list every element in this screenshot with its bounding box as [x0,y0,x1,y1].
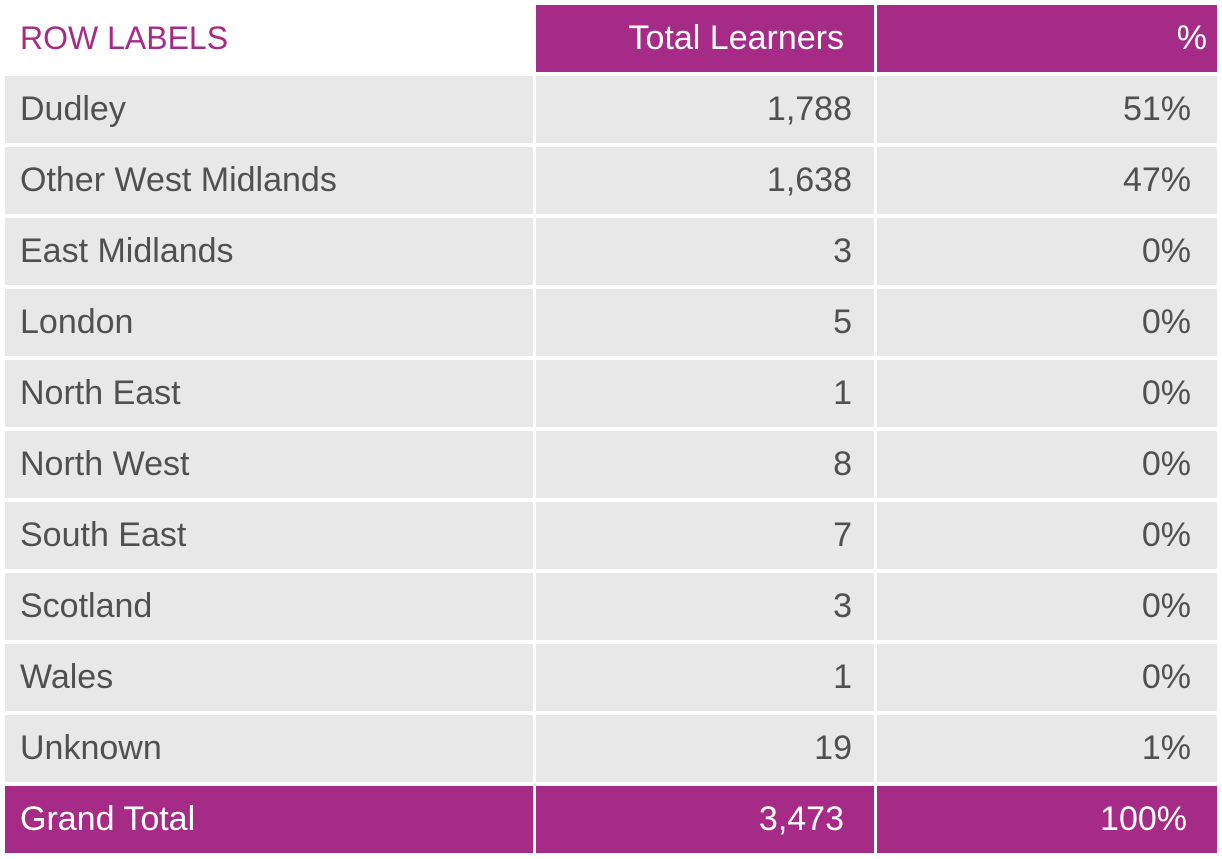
row-label: North East [5,360,533,427]
row-learners: 3 [536,573,874,640]
row-learners: 1 [536,360,874,427]
row-label: Unknown [5,715,533,782]
row-percent: 0% [877,431,1217,498]
row-label: London [5,289,533,356]
row-learners: 3 [536,218,874,285]
row-learners: 7 [536,502,874,569]
grand-total-label: Grand Total [5,786,533,853]
grand-total-learners: 3,473 [536,786,874,853]
grand-total-percent: 100% [877,786,1217,853]
row-learners: 5 [536,289,874,356]
row-label: Wales [5,644,533,711]
header-total-learners: Total Learners [536,5,874,72]
row-percent: 47% [877,147,1217,214]
header-percent: % [877,5,1217,72]
row-label: South East [5,502,533,569]
row-label: North West [5,431,533,498]
row-percent: 0% [877,502,1217,569]
row-label: Dudley [5,76,533,143]
row-percent: 0% [877,218,1217,285]
row-percent: 0% [877,644,1217,711]
row-percent: 51% [877,76,1217,143]
row-percent: 0% [877,360,1217,427]
header-row-labels: ROW LABELS [5,5,533,72]
learners-by-region-table: ROW LABELS Total Learners % Dudley 1,788… [5,5,1217,853]
row-percent: 0% [877,573,1217,640]
row-label: Scotland [5,573,533,640]
row-label: East Midlands [5,218,533,285]
row-learners: 1,788 [536,76,874,143]
row-learners: 8 [536,431,874,498]
row-learners: 19 [536,715,874,782]
row-percent: 0% [877,289,1217,356]
row-label: Other West Midlands [5,147,533,214]
row-learners: 1 [536,644,874,711]
row-percent: 1% [877,715,1217,782]
row-learners: 1,638 [536,147,874,214]
